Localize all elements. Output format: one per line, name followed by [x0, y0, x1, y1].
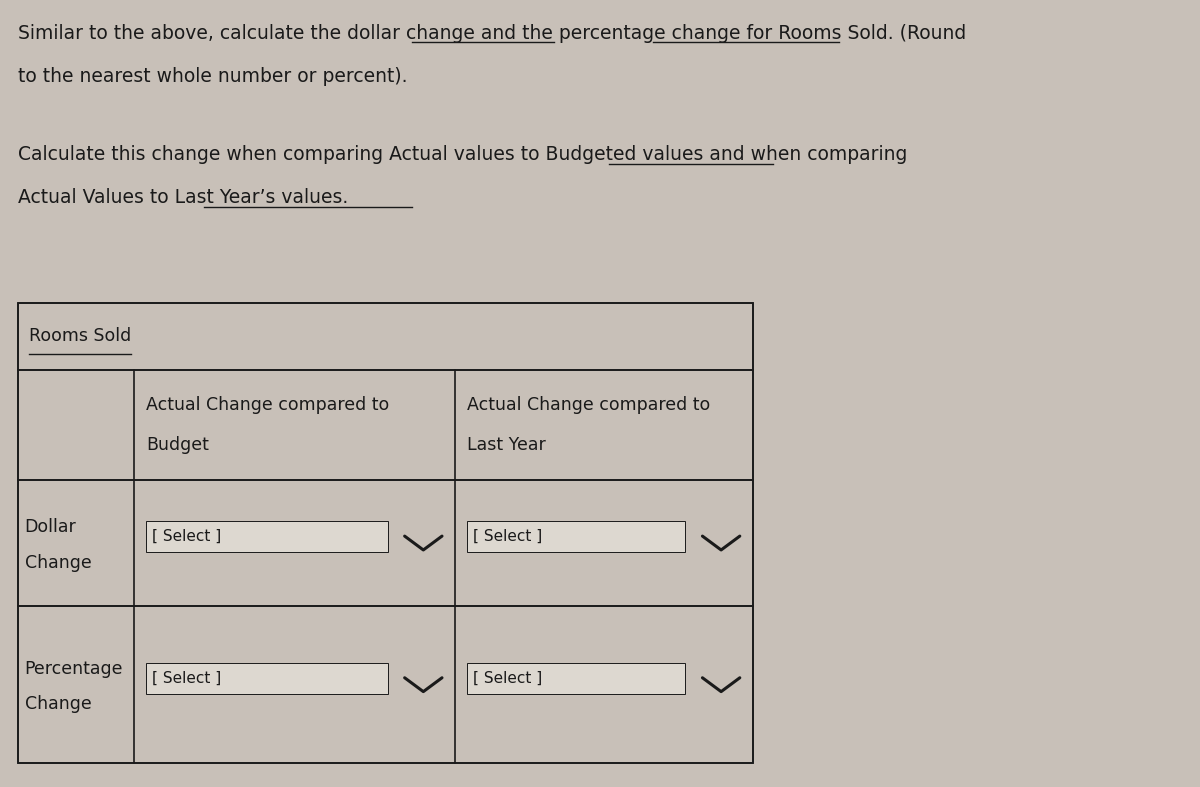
Text: Similar to the above, calculate the dollar change and the percentage change for : Similar to the above, calculate the doll…	[18, 24, 966, 42]
Bar	[467, 663, 685, 694]
Text: Percentage: Percentage	[24, 660, 124, 678]
Text: Actual Change compared to: Actual Change compared to	[146, 397, 389, 414]
Text: Calculate this change when comparing Actual values to Budgeted values and when c: Calculate this change when comparing Act…	[18, 145, 907, 164]
Text: Actual Values to Last Year’s values.: Actual Values to Last Year’s values.	[18, 188, 348, 207]
Text: to the nearest whole number or percent).: to the nearest whole number or percent).	[18, 67, 407, 86]
Text: Rooms Sold: Rooms Sold	[29, 327, 132, 345]
Text: [ Select ]: [ Select ]	[152, 671, 221, 686]
Bar	[18, 303, 754, 370]
Text: Change: Change	[24, 696, 91, 713]
Text: [ Select ]: [ Select ]	[473, 529, 542, 545]
Text: Actual Change compared to: Actual Change compared to	[467, 397, 710, 414]
Text: [ Select ]: [ Select ]	[152, 529, 221, 545]
Text: Dollar: Dollar	[24, 519, 77, 536]
Bar	[146, 663, 388, 694]
Text: Budget: Budget	[146, 436, 209, 453]
Bar	[146, 521, 388, 552]
Text: Last Year: Last Year	[467, 436, 546, 453]
Bar	[467, 521, 685, 552]
Text: [ Select ]: [ Select ]	[473, 671, 542, 686]
Text: Change: Change	[24, 554, 91, 571]
